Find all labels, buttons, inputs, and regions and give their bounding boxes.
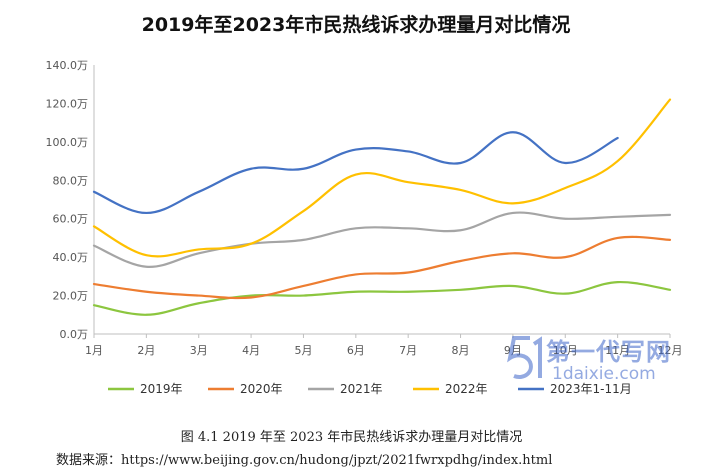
y-tick-label: 60.0万 bbox=[53, 213, 89, 226]
x-tick-label: 9月 bbox=[504, 344, 522, 357]
y-tick-label: 0.0万 bbox=[60, 328, 89, 341]
x-axis: 1月 2月 3月 4月 5月 6月 7月 8月 9月 10月 11月 12月 bbox=[85, 333, 683, 357]
y-tick-label: 80.0万 bbox=[53, 174, 89, 187]
legend-entry: 2019年 bbox=[140, 382, 183, 396]
x-tick-label: 11月 bbox=[605, 344, 630, 357]
x-tick-label: 3月 bbox=[190, 344, 208, 357]
legend: 2019年 2020年 2021年 2022年 2023年1-11月 bbox=[108, 382, 632, 396]
line-chart: 2019年至2023年市民热线诉求办理量月对比情况 0.0万 20.0万 40.0万… bbox=[46, 13, 683, 396]
y-tick-label: 120.0万 bbox=[46, 97, 89, 110]
y-tick-label: 20.0万 bbox=[53, 290, 89, 303]
chart-title: 2019年至2023年市民热线诉求办理量月对比情况 bbox=[142, 13, 571, 36]
x-tick-label: 6月 bbox=[347, 344, 365, 357]
x-tick-label: 4月 bbox=[242, 344, 260, 357]
y-tick-label: 140.0万 bbox=[46, 59, 89, 72]
x-tick-label: 10月 bbox=[553, 344, 578, 357]
figure-caption: 图 4.1 2019 年至 2023 年市民热线诉求办理量月对比情况 bbox=[180, 430, 523, 445]
x-tick-label: 12月 bbox=[658, 344, 683, 357]
series-line-3 bbox=[92, 98, 672, 258]
data-source: 数据来源：https://www.beijing.gov.cn/hudong/j… bbox=[56, 453, 553, 468]
series-line-1 bbox=[92, 235, 672, 300]
series-line-0 bbox=[92, 281, 672, 316]
legend-entry: 2023年1-11月 bbox=[550, 382, 632, 396]
legend-entry: 2020年 bbox=[240, 382, 283, 396]
series-line-4 bbox=[92, 131, 619, 215]
x-tick-label: 2月 bbox=[137, 344, 155, 357]
y-axis: 0.0万 20.0万 40.0万 60.0万 80.0万 100.0万 120.0万 140.… bbox=[46, 59, 95, 341]
x-tick-label: 5月 bbox=[294, 344, 312, 357]
series-line-2 bbox=[92, 211, 672, 268]
x-tick-label: 8月 bbox=[452, 344, 470, 357]
y-tick-label: 100.0万 bbox=[46, 136, 89, 149]
y-tick-label: 40.0万 bbox=[53, 251, 89, 264]
x-tick-label: 7月 bbox=[399, 344, 417, 357]
legend-entry: 2022年 bbox=[445, 382, 488, 396]
x-tick-label: 1月 bbox=[85, 344, 103, 357]
legend-entry: 2021年 bbox=[340, 382, 383, 396]
series-lines bbox=[92, 98, 672, 316]
